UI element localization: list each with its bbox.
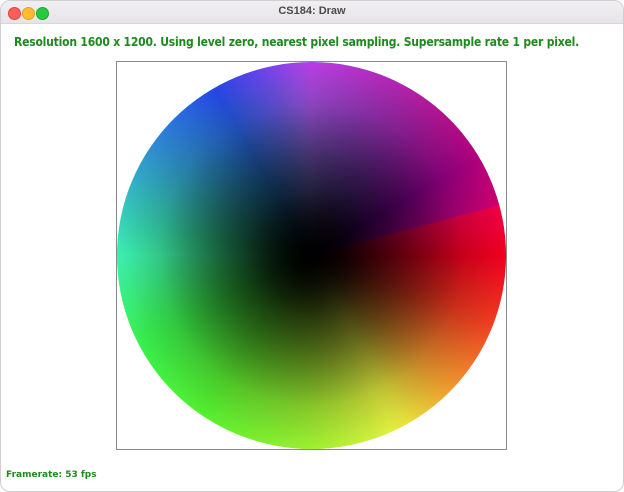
window-title: CS184: Draw — [278, 5, 346, 17]
title-bar[interactable]: CS184: Draw — [1, 1, 623, 24]
zoom-window-button[interactable] — [36, 7, 49, 20]
close-window-button[interactable] — [8, 7, 21, 20]
minimize-window-button[interactable] — [22, 7, 35, 20]
drawing-canvas[interactable] — [116, 61, 507, 450]
framerate-text: Framerate: 53 fps — [6, 470, 97, 480]
color-wheel-center-shade — [117, 62, 506, 449]
render-status-text: Resolution 1600 x 1200. Using level zero… — [14, 35, 580, 49]
